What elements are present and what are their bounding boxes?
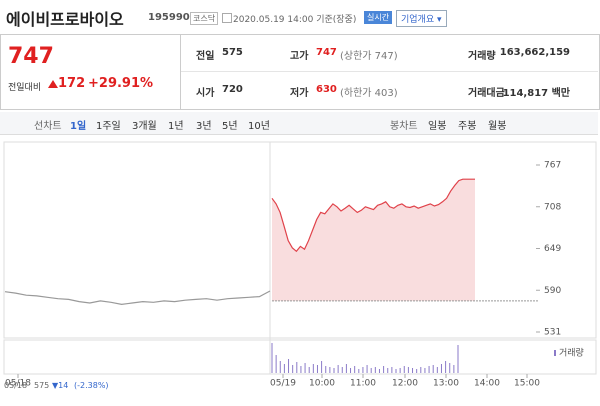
price-line <box>271 178 475 253</box>
period-tab[interactable]: 1일 <box>70 121 87 132</box>
x-tick-label: 05/19 <box>270 379 296 389</box>
y-tick-label: 590 <box>544 286 561 296</box>
x-tick-label: 05/18 <box>5 379 31 389</box>
x-tick-label: 11:00 <box>350 379 376 389</box>
stat-value: 630 <box>316 84 337 95</box>
tab-label: 봉차트 <box>390 121 418 132</box>
stat-label: 저가 <box>290 88 309 99</box>
divider <box>180 34 181 110</box>
volume-legend-icon <box>554 350 556 356</box>
up-icon <box>48 80 58 88</box>
x-tick-label: 13:00 <box>433 379 459 389</box>
datetime: 2020.05.19 14:00 기준(장중) <box>233 15 357 25</box>
chart: 767 708 649 590 531 거래량 05/18 05/19 10:00 11:00 12… <box>3 141 597 389</box>
period-tab[interactable]: 3개월 <box>132 121 157 132</box>
tab-label: 선차트 <box>34 121 62 132</box>
company-text: 기업개요 <box>401 15 435 25</box>
stock-name: 에이비프로바이오 <box>6 10 124 29</box>
change: 172 <box>58 76 86 91</box>
stat-label: 고가 <box>290 51 309 62</box>
stock-code: 195990 <box>148 12 190 23</box>
realtime-badge: 실시간 <box>364 11 393 24</box>
stat-value: 575 <box>222 47 243 58</box>
y-tick-label: 649 <box>544 244 561 254</box>
footer-close: 575 <box>34 381 50 390</box>
volume-legend: 거래량 <box>559 347 584 359</box>
calendar-icon <box>222 13 232 23</box>
candle-tab[interactable]: 일봉 <box>428 121 447 132</box>
period-tab[interactable]: 10년 <box>248 121 270 132</box>
price-line <box>4 290 271 306</box>
stat-note: (상한가 747) <box>340 51 398 62</box>
change-label: 전일대비 <box>8 83 42 93</box>
candle-tab[interactable]: 월봉 <box>488 121 507 132</box>
x-tick-label: 15:00 <box>514 379 540 389</box>
stat-value: 163,662,159 <box>499 47 570 58</box>
period-tab[interactable]: 1주일 <box>96 121 121 132</box>
stat-value: 747 <box>316 47 337 58</box>
y-tick-label: 767 <box>544 161 561 171</box>
company-button[interactable]: 기업개요 ▾ <box>396 10 447 27</box>
stat-label: 거래량 <box>468 51 496 62</box>
price: 747 <box>8 44 54 69</box>
footer-rate: (-2.38%) <box>74 381 109 390</box>
footer-change: ▼14 <box>52 381 69 390</box>
stat-label: 전일 <box>196 51 215 62</box>
plot-frame <box>3 141 597 339</box>
stat-value: 114,817 백만 <box>502 88 570 99</box>
y-tick-label: 531 <box>544 328 561 338</box>
stat-note: (하한가 403) <box>340 88 398 99</box>
volume-frame <box>3 339 597 375</box>
candle-tab[interactable]: 주봉 <box>458 121 477 132</box>
stat-label: 거래대금 <box>468 88 505 99</box>
rate: +29.91% <box>88 76 154 91</box>
period-tab[interactable]: 5년 <box>222 121 238 132</box>
price-area <box>272 179 475 301</box>
period-tab[interactable]: 1년 <box>168 121 184 132</box>
divider <box>181 71 598 72</box>
x-tick-label: 12:00 <box>392 379 418 389</box>
stat-label: 시가 <box>196 88 215 99</box>
x-tick-label: 14:00 <box>474 379 500 389</box>
footer-date: 05/18 <box>4 381 28 390</box>
x-tick-label: 10:00 <box>309 379 335 389</box>
stat-value: 720 <box>222 84 243 95</box>
period-tab[interactable]: 3년 <box>196 121 212 132</box>
tab-bar <box>0 112 598 135</box>
market-badge: 코스닥 <box>190 12 219 25</box>
y-tick-label: 708 <box>544 202 561 212</box>
